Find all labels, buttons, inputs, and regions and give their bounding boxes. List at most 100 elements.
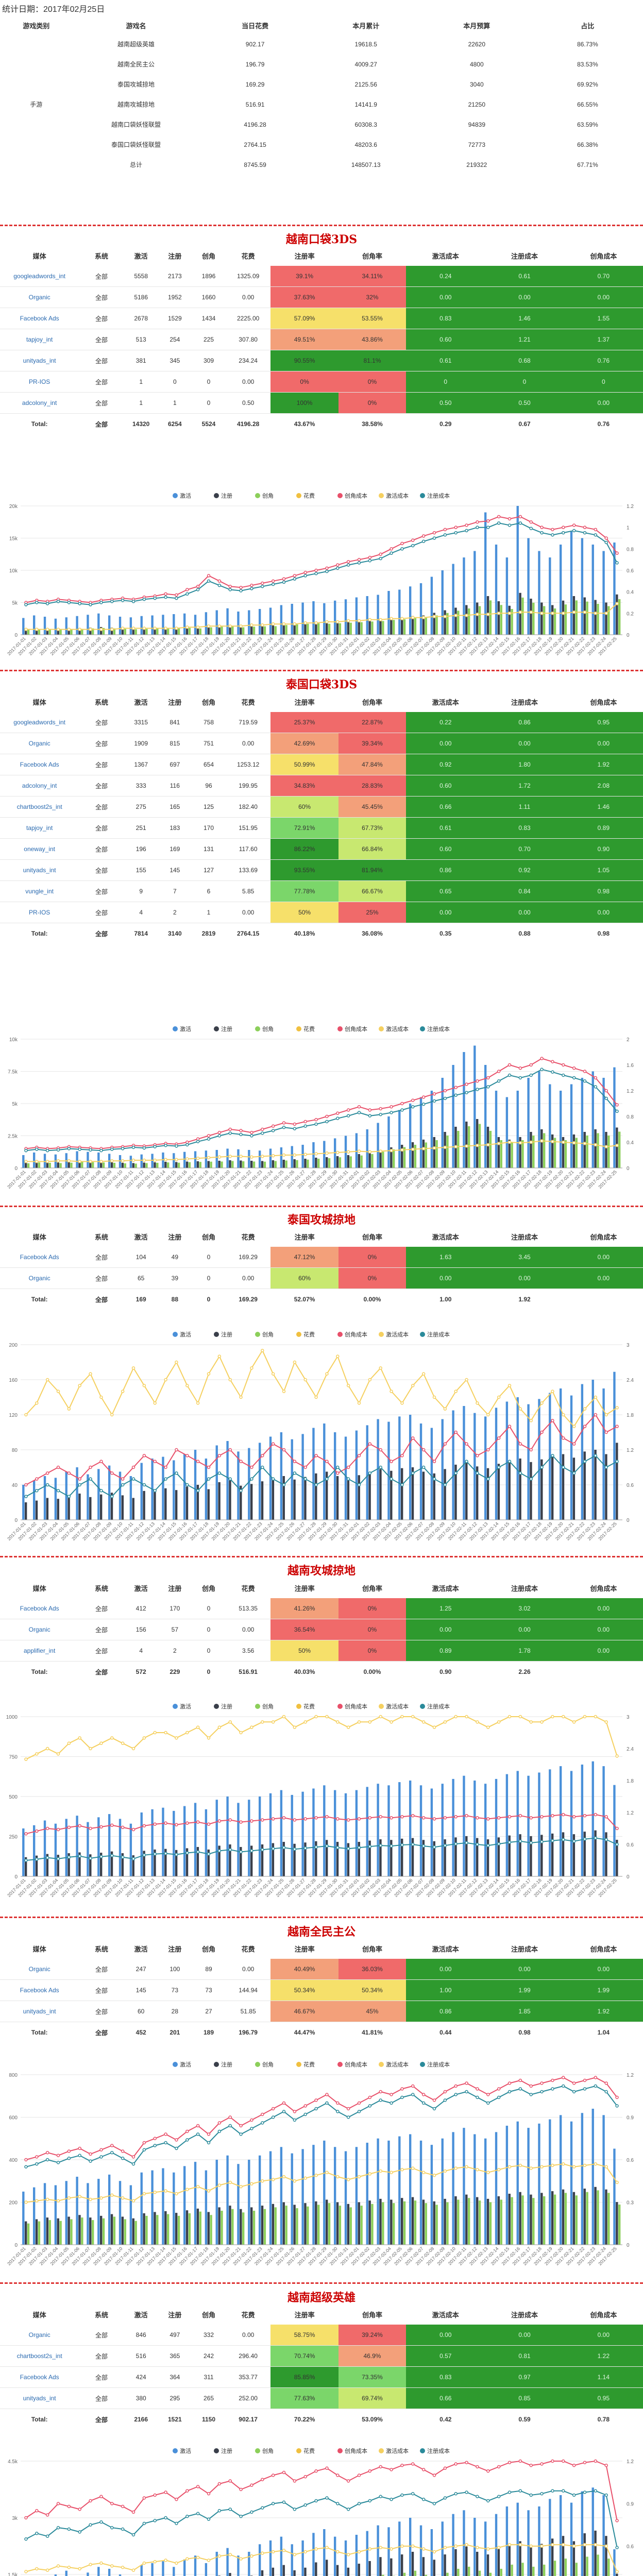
legend-label[interactable]: 创角成本: [345, 2061, 367, 2068]
legend-label[interactable]: 注册成本: [427, 1331, 450, 1338]
line-point: [562, 1140, 565, 1144]
media-name[interactable]: Facebook Ads: [0, 1247, 79, 1268]
media-cell: 47.84%: [338, 754, 407, 775]
media-name[interactable]: unityads_int: [0, 350, 79, 371]
media-name[interactable]: Organic: [0, 1959, 79, 1980]
bar-mark: [317, 1159, 320, 1168]
media-name[interactable]: Organic: [0, 2325, 79, 2346]
legend-label[interactable]: 创角成本: [345, 1025, 367, 1032]
legend-label[interactable]: 注册: [221, 1331, 232, 1338]
line-point: [411, 1147, 415, 1151]
media-name[interactable]: unityads_int: [0, 859, 79, 881]
media-cell: 0: [485, 371, 564, 393]
line-point: [562, 1715, 565, 1719]
media-name[interactable]: adcolony_int: [0, 392, 79, 414]
media-row: Facebook Ads 全部 412 170 0 513.35 41.26% 0% 1.25 3…: [0, 1598, 643, 1619]
media-name[interactable]: Organic: [0, 286, 79, 308]
legend-label[interactable]: 创角: [262, 493, 274, 499]
legend-label[interactable]: 激活成本: [386, 2061, 409, 2068]
legend-label[interactable]: 注册成本: [427, 2061, 450, 2068]
legend-label[interactable]: 创角成本: [345, 1331, 367, 1338]
media-name[interactable]: chartboost2s_int: [0, 796, 79, 818]
media-name[interactable]: Organic: [0, 1267, 79, 1289]
bar-mark: [366, 1129, 368, 1168]
media-name[interactable]: tapjoy_int: [0, 329, 79, 350]
line-point: [454, 2166, 458, 2170]
media-name[interactable]: PR-IOS: [0, 902, 79, 923]
section-divider: [0, 1556, 643, 1557]
legend-label[interactable]: 花费: [303, 1026, 315, 1032]
legend-label[interactable]: 花费: [303, 493, 315, 499]
legend-label[interactable]: 注册成本: [427, 2447, 450, 2454]
legend-label[interactable]: 花费: [303, 2061, 315, 2068]
line-point: [368, 555, 372, 560]
media-name[interactable]: unityads_int: [0, 2001, 79, 2022]
legend-label[interactable]: 花费: [303, 2448, 315, 2454]
media-name[interactable]: oneway_int: [0, 838, 79, 860]
media-cell: 41.26%: [270, 1598, 339, 1619]
legend-label[interactable]: 激活: [180, 1703, 191, 1710]
media-cell: 65: [124, 1267, 158, 1289]
media-name[interactable]: Facebook Ads: [0, 2366, 79, 2388]
legend-label[interactable]: 注册成本: [427, 1025, 450, 1032]
bar-mark: [605, 1132, 607, 1168]
legend-label[interactable]: 注册: [221, 2061, 232, 2068]
legend-label[interactable]: 注册: [221, 492, 232, 499]
bar-mark: [269, 1436, 272, 1520]
media-name[interactable]: Organic: [0, 733, 79, 754]
legend-label[interactable]: 注册: [221, 1703, 232, 1710]
legend-label[interactable]: 注册成本: [427, 492, 450, 499]
legend-label[interactable]: 创角: [262, 1026, 274, 1032]
legend-label[interactable]: 激活: [180, 1331, 191, 1338]
legend-label[interactable]: 创角: [262, 1703, 274, 1710]
bar-mark: [476, 2552, 479, 2576]
legend-label[interactable]: 激活: [180, 492, 191, 499]
legend-label[interactable]: 花费: [303, 1703, 315, 1710]
legend-label[interactable]: 创角: [262, 2061, 274, 2068]
media-name[interactable]: Facebook Ads: [0, 1598, 79, 1619]
bar-mark: [175, 1162, 178, 1168]
media-name[interactable]: chartboost2s_int: [0, 2345, 79, 2367]
legend-label[interactable]: 激活成本: [386, 492, 409, 499]
legend-label[interactable]: 注册: [221, 2447, 232, 2454]
legend-label[interactable]: 注册成本: [427, 1703, 450, 1710]
legend-label[interactable]: 注册: [221, 1025, 232, 1032]
bar-mark: [562, 2536, 565, 2576]
legend-label[interactable]: 激活: [180, 2061, 191, 2068]
legend-label[interactable]: 激活: [180, 1025, 191, 1032]
media-name[interactable]: tapjoy_int: [0, 817, 79, 839]
bar-mark: [463, 1775, 465, 1876]
legend-label[interactable]: 创角: [262, 2448, 274, 2454]
media-name[interactable]: vungle_int: [0, 880, 79, 902]
media-name[interactable]: googleadwords_int: [0, 266, 79, 287]
bar-mark: [549, 1084, 551, 1168]
media-name[interactable]: applifier_int: [0, 1640, 79, 1662]
legend-label[interactable]: 激活成本: [386, 1025, 409, 1032]
legend-label[interactable]: 激活成本: [386, 1331, 409, 1338]
legend-label[interactable]: 激活: [180, 2447, 191, 2454]
media-name[interactable]: PR-IOS: [0, 371, 79, 393]
media-name[interactable]: googleadwords_int: [0, 712, 79, 733]
legend-label[interactable]: 创角成本: [345, 492, 367, 499]
legend-label[interactable]: 创角成本: [345, 2447, 367, 2454]
y-tick-right: 1.8: [627, 1778, 634, 1784]
legend-label[interactable]: 创角成本: [345, 1703, 367, 1710]
y-tick-right: 0.6: [627, 2544, 634, 2550]
media-name[interactable]: Organic: [0, 1619, 79, 1640]
bar-mark: [87, 1822, 89, 1876]
line-point: [346, 1465, 350, 1469]
media-name[interactable]: Facebook Ads: [0, 308, 79, 329]
media-name[interactable]: adcolony_int: [0, 775, 79, 796]
bar-mark: [505, 2126, 509, 2245]
legend-label[interactable]: 激活成本: [386, 1703, 409, 1710]
media-name[interactable]: unityads_int: [0, 2387, 79, 2409]
line-point: [518, 1814, 522, 1818]
bar-mark: [393, 1149, 395, 1168]
line-point: [454, 526, 458, 529]
media-name[interactable]: Facebook Ads: [0, 754, 79, 775]
media-name[interactable]: Facebook Ads: [0, 1979, 79, 2001]
bar-mark: [468, 2566, 470, 2576]
legend-label[interactable]: 花费: [303, 1331, 315, 1338]
legend-label[interactable]: 激活成本: [386, 2447, 409, 2454]
legend-label[interactable]: 创角: [262, 1331, 274, 1338]
